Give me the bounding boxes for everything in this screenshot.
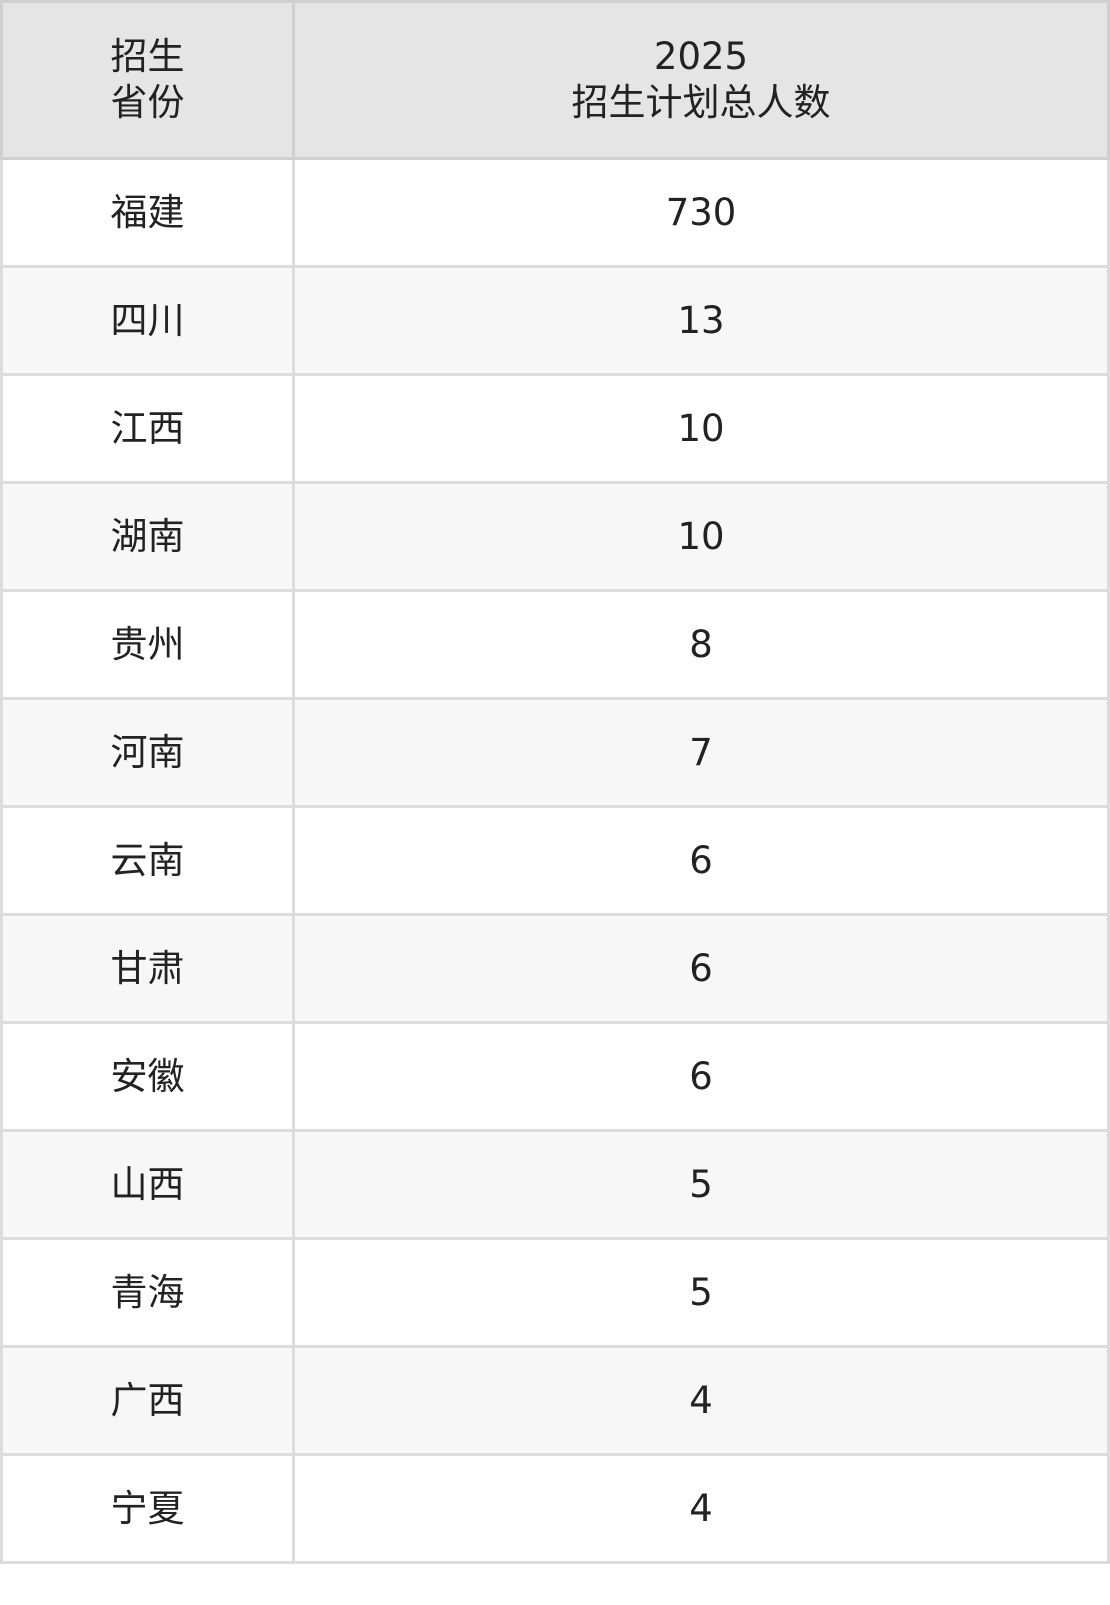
header-province-line2: 省份 — [110, 81, 185, 124]
table-row: 宁夏 4 — [0, 1453, 1110, 1564]
table-row: 河南 7 — [0, 697, 1110, 808]
plan-count-cell: 6 — [292, 805, 1110, 916]
province-cell: 湖南 — [0, 481, 295, 592]
plan-count-cell: 7 — [292, 697, 1110, 808]
table-row: 云南 6 — [0, 805, 1110, 916]
table-row: 贵州 8 — [0, 589, 1110, 700]
province-cell: 广西 — [0, 1345, 295, 1456]
province-cell: 河南 — [0, 697, 295, 808]
plan-count-cell: 6 — [292, 1021, 1110, 1132]
table-row: 广西 4 — [0, 1345, 1110, 1456]
province-cell: 宁夏 — [0, 1453, 295, 1564]
table-row: 安徽 6 — [0, 1021, 1110, 1132]
plan-count-cell: 10 — [292, 373, 1110, 484]
province-cell: 贵州 — [0, 589, 295, 700]
header-plan-label: 招生计划总人数 — [571, 81, 831, 124]
province-cell: 安徽 — [0, 1021, 295, 1132]
table-row: 江西 10 — [0, 373, 1110, 484]
province-cell: 青海 — [0, 1237, 295, 1348]
province-cell: 云南 — [0, 805, 295, 916]
plan-count-cell: 4 — [292, 1345, 1110, 1456]
table-row: 湖南 10 — [0, 481, 1110, 592]
plan-count-cell: 6 — [292, 913, 1110, 1024]
header-province-line1: 招生 — [110, 35, 185, 78]
table-row: 山西 5 — [0, 1129, 1110, 1240]
province-cell: 江西 — [0, 373, 295, 484]
header-plan-total: 2025 招生计划总人数 — [292, 0, 1110, 160]
province-cell: 福建 — [0, 157, 295, 268]
province-cell: 甘肃 — [0, 913, 295, 1024]
province-cell: 山西 — [0, 1129, 295, 1240]
table-row: 四川 13 — [0, 265, 1110, 376]
header-province: 招生 省份 — [0, 0, 295, 160]
table-row: 福建 730 — [0, 157, 1110, 268]
plan-count-cell: 8 — [292, 589, 1110, 700]
plan-count-cell: 13 — [292, 265, 1110, 376]
header-plan-year: 2025 — [653, 35, 749, 78]
table-row: 青海 5 — [0, 1237, 1110, 1348]
enrollment-plan-table: 招生 省份 2025 招生计划总人数 福建 730 四川 13 江西 10 湖南 10 贵州 8 河南 7… — [0, 0, 1110, 1564]
province-cell: 四川 — [0, 265, 295, 376]
plan-count-cell: 5 — [292, 1237, 1110, 1348]
plan-count-cell: 730 — [292, 157, 1110, 268]
plan-count-cell: 5 — [292, 1129, 1110, 1240]
plan-count-cell: 4 — [292, 1453, 1110, 1564]
table-row: 甘肃 6 — [0, 913, 1110, 1024]
plan-count-cell: 10 — [292, 481, 1110, 592]
header-row: 招生 省份 2025 招生计划总人数 — [0, 0, 1110, 160]
